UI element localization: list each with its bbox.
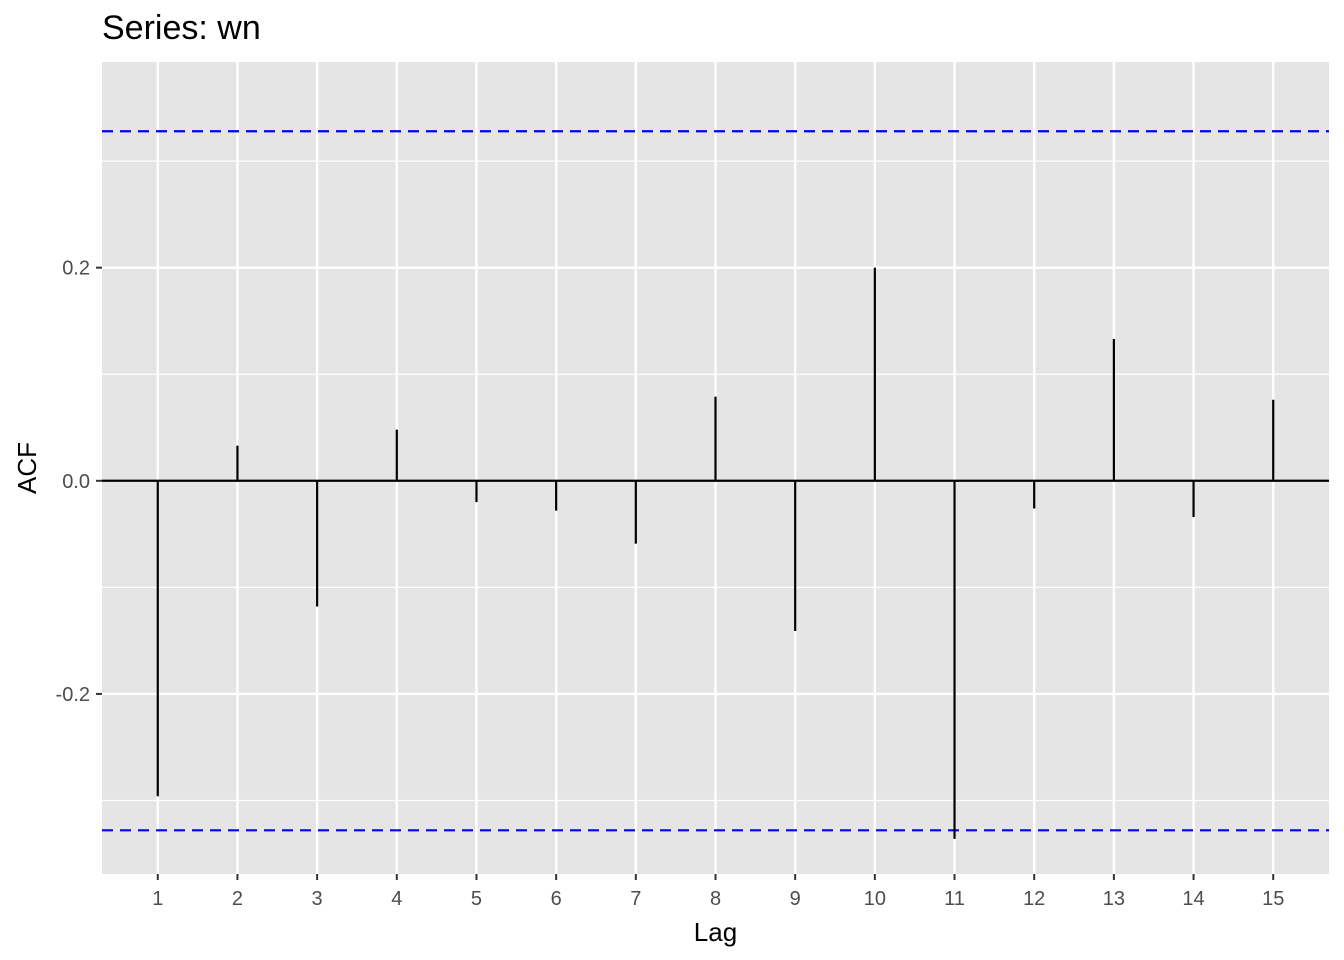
y-tick-label: 0.0 bbox=[62, 471, 90, 493]
x-tick-label: 9 bbox=[790, 888, 801, 910]
x-axis-title: Lag bbox=[694, 917, 737, 947]
confidence-bounds bbox=[102, 130, 1329, 832]
x-axis: 1 2 3 4 5 6 7 8 9 10 11 12 13 14 15 bbox=[152, 874, 1284, 910]
x-tick-label: 10 bbox=[864, 888, 886, 910]
x-tick-label: 4 bbox=[391, 888, 402, 910]
y-axis: -0.2 0.0 0.2 bbox=[56, 258, 102, 706]
x-tick-label: 5 bbox=[471, 888, 482, 910]
chart-title: Series: wn bbox=[102, 9, 261, 47]
x-tick-label: 13 bbox=[1103, 888, 1125, 910]
y-axis-title: ACF bbox=[12, 442, 42, 494]
x-tick-label: 6 bbox=[551, 888, 562, 910]
x-tick-label: 7 bbox=[630, 888, 641, 910]
x-tick-label: 11 bbox=[944, 888, 965, 910]
x-tick-label: 14 bbox=[1182, 888, 1204, 910]
y-tick-label: 0.2 bbox=[62, 258, 90, 280]
x-tick-label: 15 bbox=[1262, 888, 1284, 910]
x-tick-label: 3 bbox=[312, 888, 323, 910]
acf-bars bbox=[156, 267, 1275, 839]
x-tick-label: 1 bbox=[152, 888, 163, 910]
x-tick-label: 12 bbox=[1023, 888, 1045, 910]
y-tick-label: -0.2 bbox=[56, 684, 90, 706]
x-tick-label: 2 bbox=[232, 888, 243, 910]
x-tick-label: 8 bbox=[710, 888, 721, 910]
